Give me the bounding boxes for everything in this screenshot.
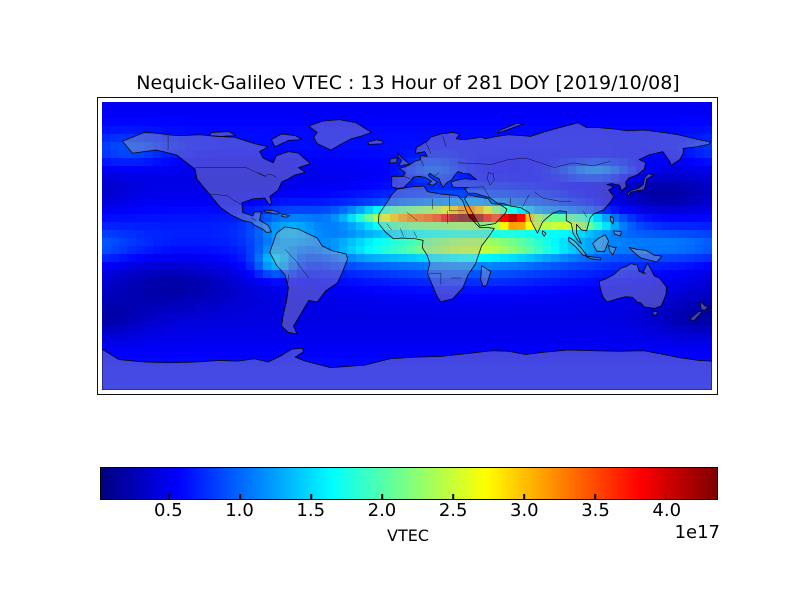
colorbar-tick-mark xyxy=(665,494,667,499)
colorbar-tick-label: 4.0 xyxy=(652,500,682,521)
colorbar-ticks xyxy=(101,468,717,499)
country-borders xyxy=(168,135,610,315)
land-new-guinea xyxy=(628,246,663,263)
land-greenland xyxy=(308,119,372,151)
land-madagascar xyxy=(480,265,492,287)
land-north-america xyxy=(121,132,311,233)
colorbar-tick-mark xyxy=(310,494,312,499)
chart-title: Nequick-Galileo VTEC : 13 Hour of 281 DO… xyxy=(136,72,680,94)
land-new-zealand-south xyxy=(688,310,703,321)
colorbar-tick-label: 1.5 xyxy=(296,500,326,521)
land-hispaniola xyxy=(281,213,291,218)
colorbar-tick-label: 2.5 xyxy=(438,500,468,521)
land-mindanao xyxy=(613,230,622,237)
colorbar-tick-mark xyxy=(168,494,170,499)
map-area xyxy=(102,102,712,390)
land-south-america xyxy=(269,226,349,335)
land-java xyxy=(585,255,602,261)
colorbar-tick-label: 2.0 xyxy=(367,500,397,521)
colorbar-offset-text: 1e17 xyxy=(674,522,720,543)
land-britain xyxy=(397,152,410,167)
land-antarctica xyxy=(102,347,712,390)
land-sumatra xyxy=(568,236,587,256)
land-tasmania xyxy=(651,310,659,316)
colorbar-tick-mark xyxy=(594,494,596,499)
land-australia xyxy=(598,262,667,309)
land-eurasia xyxy=(391,122,711,244)
land-new-zealand-north xyxy=(699,300,709,312)
colorbar-tick-mark xyxy=(239,494,241,499)
land-cuba xyxy=(263,209,282,215)
world-map-overlay xyxy=(102,119,712,390)
land-luzon xyxy=(609,216,615,225)
map-axes xyxy=(97,97,718,395)
colorbar-tick-label: 3.5 xyxy=(581,500,610,521)
colorbar-tick-mark xyxy=(381,494,383,499)
land-sulawesi xyxy=(608,244,617,256)
land-victoria-island xyxy=(208,131,237,137)
colorbar-tick-mark xyxy=(452,494,454,499)
land-africa xyxy=(377,185,495,303)
land-novaya-zemlya xyxy=(496,122,525,134)
colorbar-tick-labels: 0.5 1.0 1.5 2.0 2.5 3.0 3.5 4.0 xyxy=(100,500,718,522)
land-baffin-island xyxy=(271,133,303,148)
land-sri-lanka xyxy=(541,230,547,237)
land-iceland xyxy=(367,139,385,145)
colorbar xyxy=(100,467,718,500)
colorbar-tick-label: 1.0 xyxy=(225,500,254,521)
colorbar-tick-mark xyxy=(523,494,525,499)
land-borneo xyxy=(592,234,610,252)
colorbar-axis-label: VTEC xyxy=(387,526,429,545)
colorbar-tick-label: 3.0 xyxy=(510,500,539,521)
land-ireland xyxy=(389,157,398,164)
colorbar-gradient xyxy=(101,468,717,499)
land-japan xyxy=(626,173,654,197)
colorbar-tick-label: 0.5 xyxy=(154,500,183,521)
land-arabia xyxy=(464,194,508,227)
